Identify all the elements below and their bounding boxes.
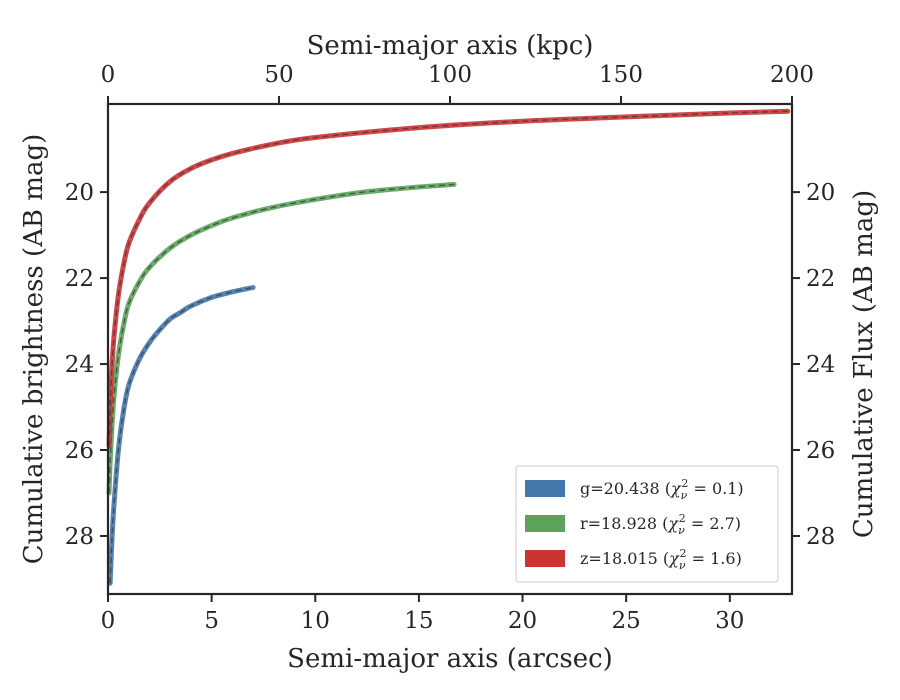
legend-box: [515, 465, 779, 583]
right-tick-label: 28: [806, 524, 835, 550]
right-axis-title: Cumulative Flux (AB mag): [849, 190, 879, 538]
top-tick-label: 0: [101, 62, 116, 88]
series-model-1: [108, 183, 455, 494]
legend-label-1: r=18.928 (χν2 = 2.7): [580, 512, 741, 537]
x-tick-label: 10: [301, 608, 330, 634]
right-tick-label: 20: [806, 180, 835, 206]
right-tick-label: 26: [806, 438, 835, 464]
y-axis-title: Cumulative brightness (AB mag): [19, 134, 49, 565]
x-tick-label: 5: [204, 608, 219, 634]
y-tick-label: 22: [65, 266, 94, 292]
right-tick-label: 22: [806, 266, 835, 292]
x-tick-label: 20: [508, 608, 537, 634]
y-tick-label: 20: [65, 180, 94, 206]
x-tick-label: 25: [612, 608, 641, 634]
series-band-1: [106, 181, 457, 496]
series-model-0: [109, 286, 254, 584]
y-tick-label: 24: [65, 352, 94, 378]
legend-swatch-2: [525, 550, 565, 567]
x-tick-label: 30: [715, 608, 744, 634]
top-tick-label: 50: [264, 62, 293, 88]
x-tick-label: 15: [404, 608, 433, 634]
y-tick-label: 26: [65, 438, 94, 464]
ticks-layer: 0 5 10 15 20 25 30 0 50 100 150 200 20 20 22 22 24 24 26 26…: [65, 62, 836, 634]
top-tick-label: 100: [428, 62, 472, 88]
legend-swatch-1: [525, 515, 565, 532]
series-band-2: [106, 108, 791, 449]
top-tick-label: 200: [770, 62, 814, 88]
x-tick-label: 0: [101, 608, 116, 634]
series-band-0: [107, 285, 256, 586]
legend-label-2: z=18.015 (χν2 = 1.6): [580, 547, 742, 572]
y-tick-label: 28: [65, 524, 94, 550]
top-axis-title: Semi-major axis (kpc): [307, 31, 594, 61]
legend-label-0: g=20.438 (χν2 = 0.1): [580, 477, 744, 502]
series-model-2: [108, 110, 788, 446]
legend-swatch-0: [525, 480, 565, 497]
right-tick-label: 24: [806, 352, 835, 378]
top-tick-label: 150: [599, 62, 643, 88]
series-layer: [106, 108, 791, 586]
x-axis-title: Semi-major axis (arcsec): [287, 644, 613, 674]
legend: g=20.438 (χν2 = 0.1) r=18.928 (χν2 = 2.7)…: [515, 465, 779, 583]
